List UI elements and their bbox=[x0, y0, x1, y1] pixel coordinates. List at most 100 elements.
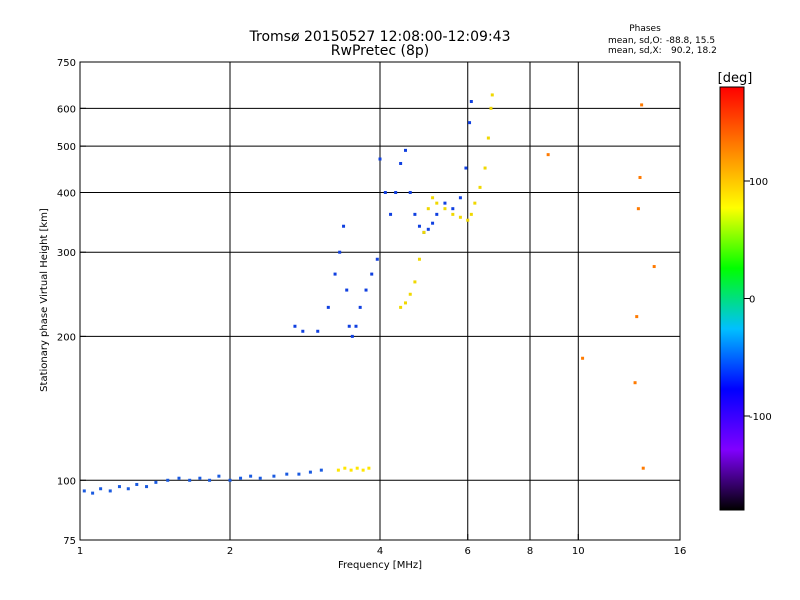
data-point bbox=[343, 466, 347, 470]
data-point bbox=[198, 476, 202, 480]
chart-subtitle: RwPretec (8p) bbox=[331, 43, 429, 59]
x-tick-label: 1 bbox=[77, 546, 83, 557]
data-point bbox=[443, 207, 447, 211]
data-point bbox=[347, 324, 351, 328]
phase-x-values: 90.2, 18.2 bbox=[671, 46, 717, 56]
data-point bbox=[293, 324, 297, 328]
data-point bbox=[422, 230, 426, 234]
data-point bbox=[431, 221, 435, 225]
data-point bbox=[145, 485, 149, 489]
x-tick-label: 8 bbox=[527, 546, 533, 557]
data-point bbox=[581, 356, 585, 360]
data-point bbox=[638, 175, 642, 179]
data-point bbox=[635, 315, 639, 319]
data-point bbox=[431, 196, 435, 200]
y-tick-label: 300 bbox=[57, 248, 76, 259]
data-point bbox=[316, 329, 320, 333]
data-point bbox=[354, 324, 358, 328]
y-axis-label: Stationary phase Virtual Height [km] bbox=[39, 208, 50, 392]
data-point bbox=[91, 491, 95, 495]
y-axis-ticks: 75 100 200 300 400 500 600 750 bbox=[57, 58, 86, 547]
data-point bbox=[458, 215, 462, 219]
data-point bbox=[652, 265, 656, 269]
data-point bbox=[413, 280, 417, 284]
x-axis-ticks: 1 2 4 6 8 10 16 bbox=[77, 534, 687, 557]
data-point bbox=[358, 305, 362, 309]
data-point bbox=[166, 478, 170, 482]
data-point bbox=[82, 489, 86, 493]
data-point bbox=[99, 487, 103, 491]
colorbar-label: [deg] bbox=[718, 71, 753, 86]
data-point bbox=[301, 329, 305, 333]
phase-o-label: mean, sd,O: bbox=[608, 36, 662, 46]
x-tick-label: 4 bbox=[377, 546, 383, 557]
data-point bbox=[389, 212, 393, 216]
data-point bbox=[403, 148, 407, 152]
y-tick-label: 400 bbox=[57, 188, 76, 199]
data-points bbox=[82, 93, 656, 495]
data-point bbox=[375, 257, 379, 261]
data-point bbox=[239, 476, 243, 480]
x-tick-label: 6 bbox=[465, 546, 471, 557]
data-point bbox=[383, 190, 387, 194]
x-tick-label: 2 bbox=[227, 546, 233, 557]
data-point bbox=[108, 489, 112, 493]
y-tick-label: 750 bbox=[57, 58, 76, 69]
data-point bbox=[633, 381, 637, 385]
y-tick-label: 500 bbox=[57, 142, 76, 153]
data-point bbox=[486, 136, 490, 140]
data-point bbox=[350, 334, 354, 338]
data-point bbox=[349, 468, 353, 472]
phase-stats-heading: Phases bbox=[629, 24, 661, 34]
data-point bbox=[394, 190, 398, 194]
data-point bbox=[473, 201, 477, 205]
data-point bbox=[154, 480, 158, 484]
data-point bbox=[413, 212, 417, 216]
y-tick-label: 200 bbox=[57, 332, 76, 343]
data-point bbox=[361, 468, 365, 472]
data-point bbox=[466, 218, 470, 222]
phase-stats: Phases mean, sd,O: -88.8, 15.5 mean, sd,… bbox=[608, 24, 717, 56]
data-point bbox=[336, 468, 340, 472]
data-point bbox=[285, 472, 289, 476]
data-point bbox=[342, 224, 346, 228]
colorbar-tick-label: -100 bbox=[749, 412, 772, 423]
colorbar-ticks: 100 0 -100 bbox=[744, 177, 772, 423]
data-point bbox=[272, 474, 276, 478]
colorbar-tick-label: 100 bbox=[749, 177, 768, 188]
y-tick-label: 600 bbox=[57, 104, 76, 115]
data-point bbox=[326, 305, 330, 309]
x-axis-label: Frequency [MHz] bbox=[338, 560, 422, 571]
data-point bbox=[641, 466, 645, 470]
data-point bbox=[417, 224, 421, 228]
data-point bbox=[258, 476, 262, 480]
data-point bbox=[403, 301, 407, 305]
phase-o-values: -88.8, 15.5 bbox=[666, 36, 715, 46]
y-tick-label: 100 bbox=[57, 476, 76, 487]
data-point bbox=[249, 474, 253, 478]
data-point bbox=[126, 487, 130, 491]
data-point bbox=[367, 466, 371, 470]
grid-lines bbox=[80, 62, 680, 540]
data-point bbox=[489, 106, 493, 110]
data-point bbox=[297, 472, 301, 476]
data-point bbox=[469, 212, 473, 216]
data-point bbox=[135, 482, 139, 486]
data-point bbox=[408, 190, 412, 194]
phase-x-label: mean, sd,X: bbox=[608, 46, 662, 56]
data-point bbox=[399, 161, 403, 165]
data-point bbox=[483, 166, 487, 170]
data-point bbox=[370, 272, 374, 276]
data-point bbox=[319, 468, 323, 472]
data-point bbox=[435, 201, 439, 205]
data-point bbox=[435, 212, 439, 216]
data-point bbox=[469, 100, 473, 104]
y-tick-label: 75 bbox=[63, 536, 76, 547]
x-tick-label: 16 bbox=[674, 546, 687, 557]
x-tick-label: 10 bbox=[572, 546, 585, 557]
data-point bbox=[378, 157, 382, 161]
data-point bbox=[464, 166, 468, 170]
data-point bbox=[478, 185, 482, 189]
data-point bbox=[338, 250, 342, 254]
